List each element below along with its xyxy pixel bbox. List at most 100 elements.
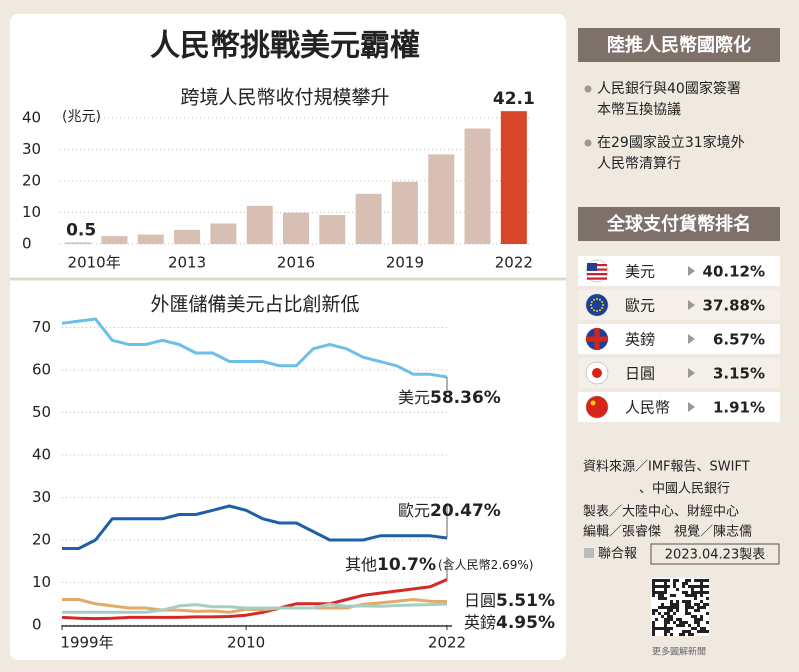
qr-cell <box>658 579 661 582</box>
series-label: 其他10.7% (含人民幣2.69%) <box>345 555 534 576</box>
x-tick-label: 2010 <box>227 634 265 652</box>
bullet <box>584 139 592 147</box>
qr-cell <box>682 585 685 588</box>
qr-cell <box>658 627 661 630</box>
qr-cell <box>652 630 655 633</box>
qr-cell <box>652 609 655 612</box>
qr-cell <box>652 582 655 585</box>
flag-stripe <box>587 277 607 280</box>
qr-cell <box>700 582 703 585</box>
qr-cell <box>700 627 703 630</box>
qr-cell <box>682 624 685 627</box>
qr-cell <box>685 603 688 606</box>
qr-cell <box>694 615 697 618</box>
qr-cell <box>697 630 700 633</box>
qr-cell <box>700 618 703 621</box>
qr-cell <box>703 603 706 606</box>
qr-cell <box>697 579 700 582</box>
qr-cell <box>670 603 673 606</box>
qr-cell <box>661 585 664 588</box>
flag <box>585 395 609 419</box>
flag-star <box>593 309 595 312</box>
qr-cell <box>694 591 697 594</box>
qr-cell <box>691 615 694 618</box>
flag-star <box>590 301 593 303</box>
series-label: 歐元20.47% <box>398 501 501 522</box>
qr-cell <box>706 630 709 633</box>
series-label: 英鎊4.95% <box>464 613 555 634</box>
qr-cell <box>655 609 658 612</box>
bar <box>246 205 273 244</box>
flag-star <box>601 307 604 309</box>
qr-cell <box>688 585 691 588</box>
qr-cell <box>694 618 697 621</box>
qr-cell <box>694 621 697 624</box>
arrow <box>688 334 695 344</box>
qr-cell <box>706 597 709 600</box>
y-tick-label: 10 <box>32 573 51 591</box>
currency-name: 歐元 <box>625 297 655 315</box>
flag-star <box>590 400 596 406</box>
arrow <box>688 402 695 412</box>
qr-cell <box>676 624 679 627</box>
source: 資料來源／IMF報告、SWIFT <box>583 460 750 475</box>
series-line <box>62 602 448 614</box>
date: 2023.04.23製表 <box>665 548 765 563</box>
qr-code <box>651 578 709 636</box>
flag-star <box>590 304 592 306</box>
x-tick-label: 2010年 <box>68 254 121 272</box>
qr-cell <box>664 630 667 633</box>
qr-cell <box>700 585 703 588</box>
qr-cell <box>694 585 697 588</box>
bullet-line: 人民幣清算行 <box>597 156 681 172</box>
qr-cell <box>685 579 688 582</box>
qr-cell <box>670 609 673 612</box>
value-label: 4.95% <box>496 613 555 633</box>
x-tick-label: 2019 <box>386 254 424 272</box>
value-label: 5.51% <box>496 591 555 611</box>
y-tick-label: 50 <box>32 403 51 421</box>
series-name: 美元 <box>398 388 430 407</box>
qr-cell <box>688 600 691 603</box>
qr-cell <box>679 633 682 636</box>
value-label: 42.1 <box>493 89 535 109</box>
qr-cell <box>697 603 700 606</box>
bar <box>500 111 527 244</box>
qr-cell <box>658 594 661 597</box>
qr-cell <box>697 591 700 594</box>
y-tick-label: 40 <box>22 108 41 126</box>
qr-cell <box>685 621 688 624</box>
x-tick-label: 2022 <box>495 254 533 272</box>
qr-cell <box>658 606 661 609</box>
qr-cell <box>676 579 679 582</box>
qr-cell <box>679 624 682 627</box>
flag-star <box>593 298 595 301</box>
qr-cell <box>688 633 691 636</box>
currency-name: 人民幣 <box>625 399 670 417</box>
series-name: 英鎊 <box>464 613 496 632</box>
qr-cell <box>667 627 670 630</box>
bar <box>65 242 92 244</box>
qr-cell <box>670 615 673 618</box>
y-tick-label: 40 <box>32 446 51 464</box>
credits: 編輯／張睿傑 視覺／陳志儒 <box>583 524 752 540</box>
qr-cell <box>691 627 694 630</box>
qr-cell <box>682 630 685 633</box>
qr-cell <box>691 591 694 594</box>
flag-star <box>599 298 601 301</box>
x-tick-label: 2022 <box>428 634 466 652</box>
qr-cell <box>661 603 664 606</box>
currency-name: 日圓 <box>625 365 655 383</box>
qr-cell <box>655 585 658 588</box>
y-unit: (兆元) <box>62 109 101 125</box>
currency-share: 40.12% <box>703 263 765 281</box>
currency-share: 3.15% <box>713 365 765 383</box>
qr-cell <box>652 627 655 630</box>
series-name: 歐元 <box>398 501 430 520</box>
qr-cell <box>667 615 670 618</box>
bar <box>174 229 201 244</box>
main-title: 人民幣挑戰美元霸權 <box>150 29 420 64</box>
arrow <box>688 368 695 378</box>
y-tick-label: 70 <box>32 318 51 336</box>
qr-cell <box>697 621 700 624</box>
